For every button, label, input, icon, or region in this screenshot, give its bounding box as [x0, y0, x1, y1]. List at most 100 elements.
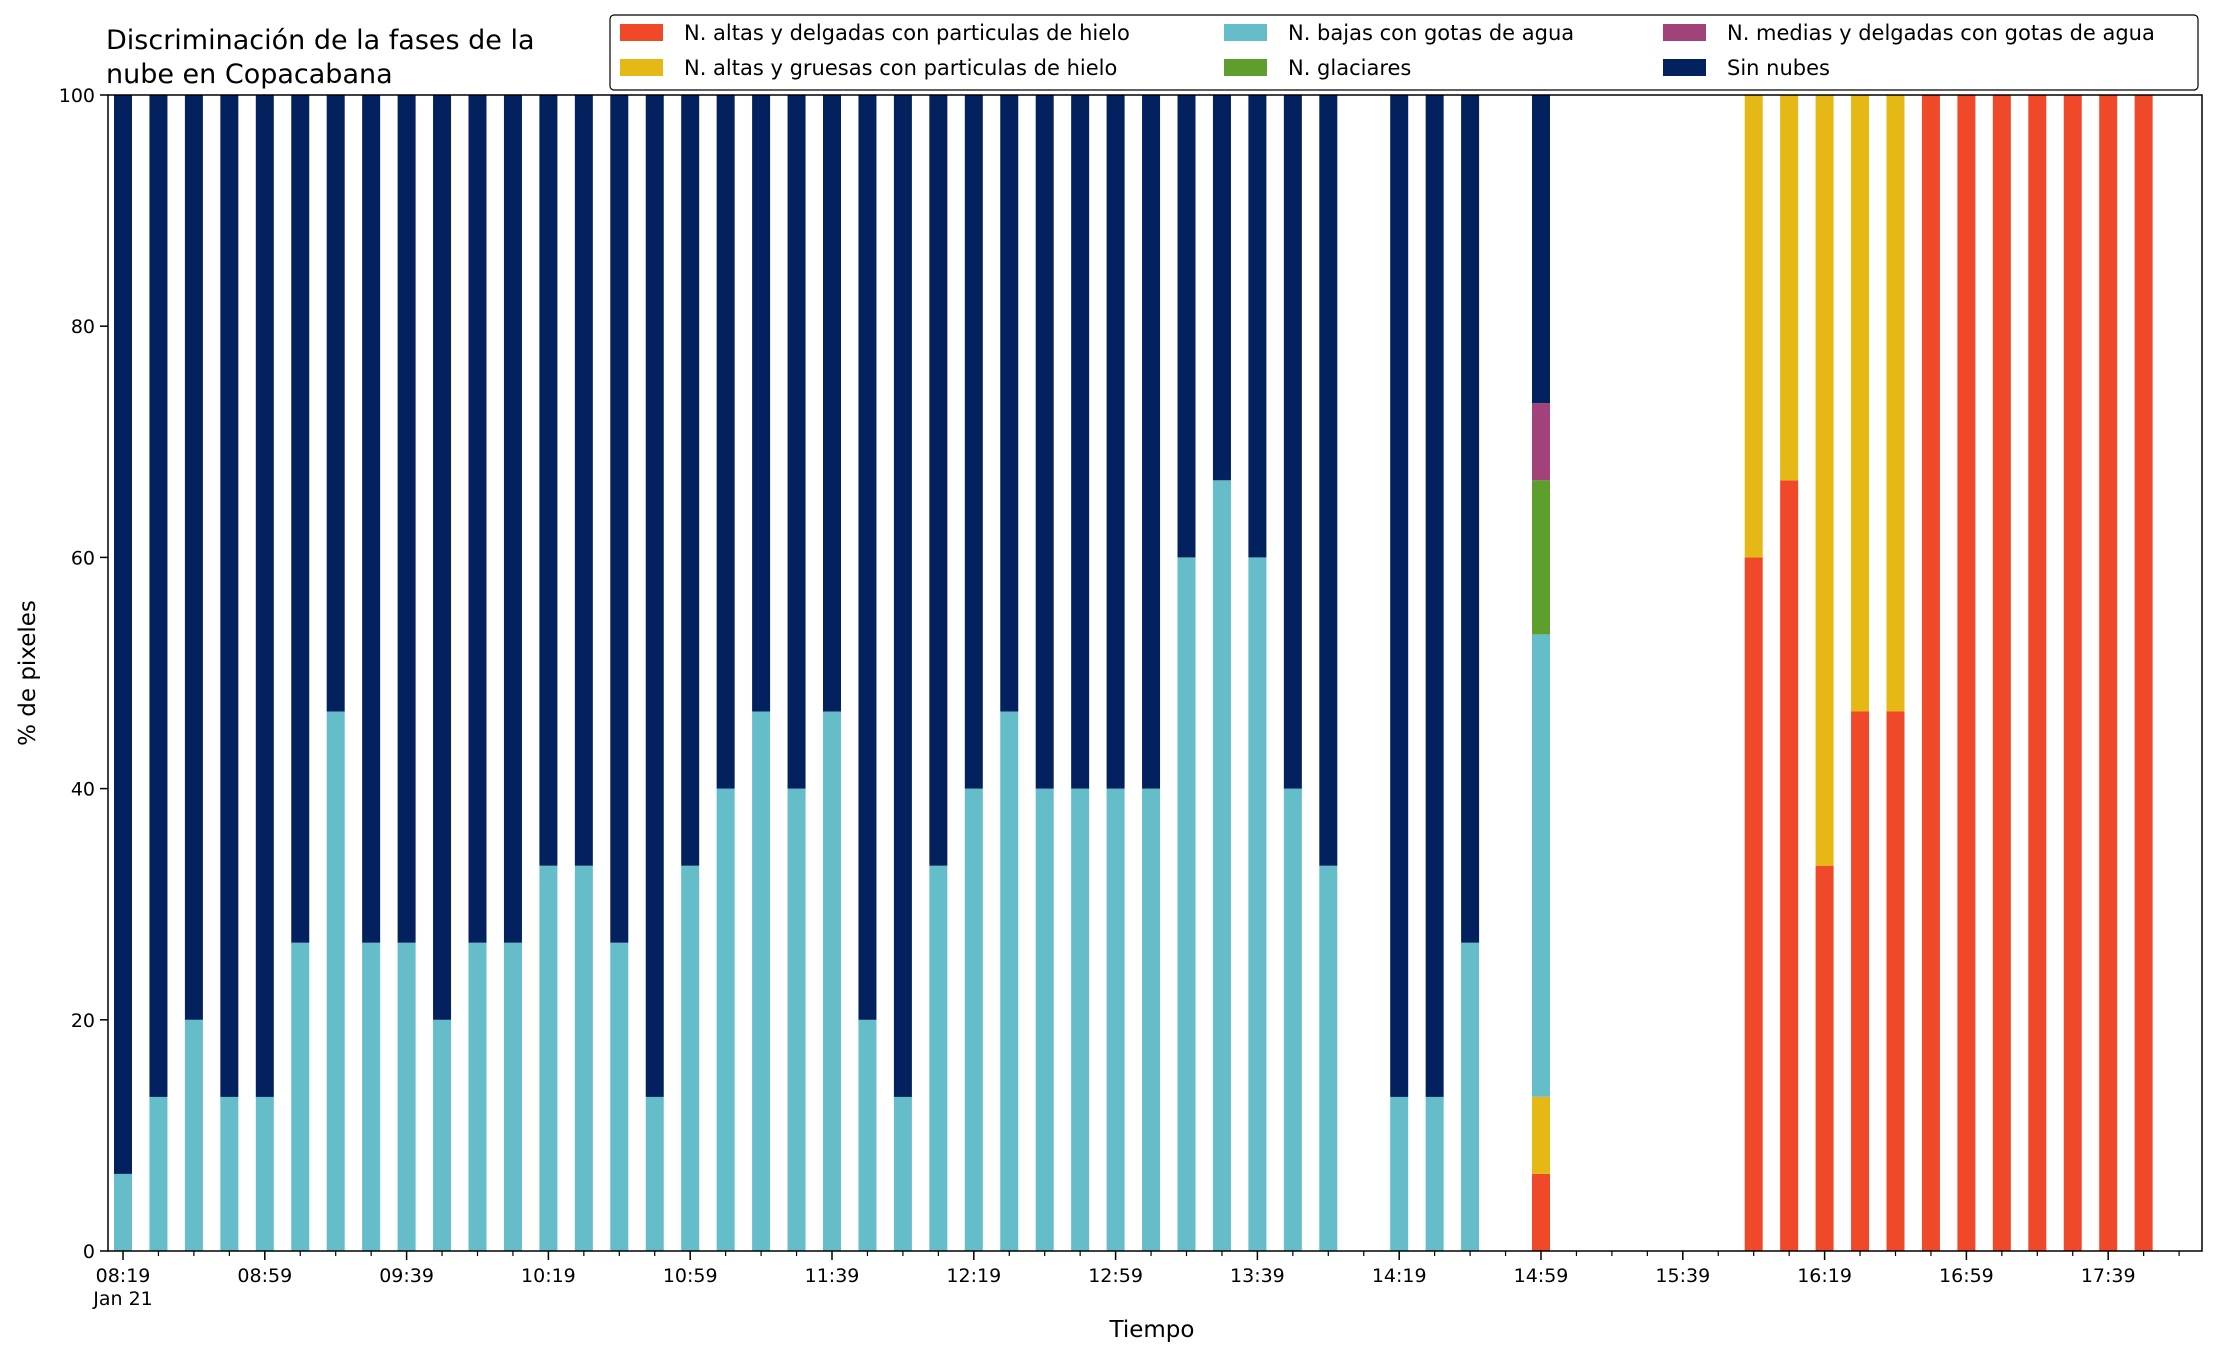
bar-segment-0939-s2	[397, 942, 416, 1251]
bar-segment-1339-s2	[1248, 557, 1267, 1251]
bar-segment-1749-s0	[2134, 95, 2153, 1251]
y-tick-label-60: 60	[71, 547, 95, 569]
bar-segment-1219-s5	[964, 95, 983, 789]
x-axis-label: Tiempo	[1109, 1317, 1195, 1343]
bar-segment-1629-s0	[1851, 711, 1870, 1251]
bar-segment-1159-s5	[893, 95, 912, 1097]
bar-segment-1309-s5	[1142, 95, 1161, 789]
bar-segment-0859-s2	[255, 1096, 274, 1251]
bar-segment-1149-s5	[858, 95, 877, 1020]
x-tick-label-1019: 10:19	[521, 1265, 576, 1287]
legend-label-2: N. bajas con gotas de agua	[1288, 21, 1574, 45]
bar-segment-0849-s5	[220, 95, 239, 1097]
bar-segment-0949-s5	[433, 95, 452, 1020]
bar-segment-0919-s5	[326, 95, 345, 712]
bar-segment-0929-s2	[362, 942, 381, 1251]
bar-segment-1229-s5	[1000, 95, 1019, 712]
x-tick-label-1139: 11:39	[805, 1265, 860, 1287]
bar-segment-1429-s2	[1425, 1096, 1444, 1251]
x-axis: 08:19 08:59 09:39 10:19 10:59 11:39 12:19 12:59…	[92, 1251, 2180, 1310]
bar-segment-1019-s2	[539, 865, 558, 1251]
bar-segment-1349-s2	[1283, 788, 1302, 1251]
x-tick-label-1259: 12:59	[1088, 1265, 1143, 1287]
bar-segment-1119-s5	[752, 95, 771, 712]
chart-title-line-1: Discriminación de la fases de la	[106, 25, 535, 56]
bar-segment-1359-s2	[1319, 865, 1338, 1251]
bar-segment-1139-s5	[823, 95, 841, 712]
bar-segment-1439-s2	[1461, 942, 1480, 1251]
bar-segment-1039-s2	[610, 942, 629, 1251]
y-tick-label-100: 100	[59, 85, 95, 107]
bar-segment-1419-s5	[1390, 95, 1409, 1097]
legend-label-1: N. altas y gruesas con particulas de hie…	[684, 56, 1117, 80]
bar-segment-1029-s2	[574, 865, 593, 1251]
bar-segment-1259-s2	[1106, 788, 1125, 1251]
bar-segment-1259-s5	[1106, 95, 1125, 789]
legend-frame	[609, 14, 2199, 91]
bar-segment-1609-s1	[1780, 95, 1799, 481]
x-tick-label-1539: 15:39	[1655, 1265, 1710, 1287]
legend-swatch-3	[1224, 59, 1267, 76]
bar-segment-1629-s1	[1851, 95, 1870, 712]
x-tick-label-1739: 17:39	[2081, 1265, 2136, 1287]
x-tick-label-1659: 16:59	[1939, 1265, 1994, 1287]
bar-segment-1459-s0	[1532, 1173, 1550, 1251]
x-tick-label-0859: 08:59	[237, 1265, 292, 1287]
bar-segment-0909-s5	[291, 95, 310, 943]
bar-segment-0839-s2	[184, 1019, 203, 1251]
bar-segment-1009-s5	[503, 95, 522, 943]
bar-segment-1429-s5	[1425, 95, 1444, 1097]
legend-label-5: Sin nubes	[1727, 56, 1830, 80]
bar-segment-1019-s5	[539, 95, 558, 866]
y-axis: 0 20 40 60 80 100	[59, 85, 108, 1263]
bar-segment-1709-s0	[1992, 95, 2011, 1251]
chart-title-line-2: nube en Copacabana	[106, 59, 393, 90]
legend-swatch-0	[620, 24, 663, 41]
y-tick-label-20: 20	[71, 1010, 95, 1032]
bar-segment-0849-s2	[220, 1096, 239, 1251]
y-tick-label-40: 40	[71, 779, 95, 801]
bar-segment-1419-s2	[1390, 1096, 1409, 1251]
bar-segment-0819-s2	[114, 1173, 132, 1251]
bar-segment-1209-s5	[929, 95, 948, 866]
x-tick-label-1339: 13:39	[1230, 1265, 1285, 1287]
bar-segment-1639-s1	[1886, 95, 1905, 712]
bar-segment-1249-s2	[1071, 788, 1090, 1251]
bar-segment-1329-s2	[1212, 480, 1231, 1251]
bar-segment-1319-s5	[1177, 95, 1196, 558]
bar-segment-0909-s2	[291, 942, 310, 1251]
bar-segment-1739-s0	[2099, 95, 2118, 1251]
bar-segment-1459-s2	[1532, 634, 1550, 1097]
bar-segment-1129-s2	[787, 788, 806, 1251]
x-tick-label-0819: 08:19	[96, 1265, 151, 1287]
bar-segment-1109-s2	[716, 788, 735, 1251]
bar-segment-1319-s2	[1177, 557, 1196, 1251]
x-tick-label-1419: 14:19	[1372, 1265, 1427, 1287]
x-tick-label-1219: 12:19	[946, 1265, 1001, 1287]
bar-segment-0829-s2	[149, 1096, 168, 1251]
bar-segment-1239-s5	[1035, 95, 1054, 789]
bar-segment-1049-s2	[645, 1096, 664, 1251]
bar-segment-1009-s2	[503, 942, 522, 1251]
bar-segment-1719-s0	[2028, 95, 2047, 1251]
bar-segment-1309-s2	[1142, 788, 1161, 1251]
bar-segment-0859-s5	[255, 95, 274, 1097]
bar-segment-0839-s5	[184, 95, 203, 1020]
bar-segment-1329-s5	[1212, 95, 1231, 481]
bar-segment-1619-s0	[1815, 865, 1834, 1251]
bar-segment-1619-s1	[1815, 95, 1834, 866]
x-tick-sublabel: Jan 21	[92, 1288, 153, 1310]
bar-segment-0829-s5	[149, 95, 168, 1097]
bar-segment-1249-s5	[1071, 95, 1090, 789]
bar-segment-1339-s5	[1248, 95, 1267, 558]
legend-label-3: N. glaciares	[1288, 56, 1411, 80]
bar-segment-1459-s1	[1532, 1096, 1550, 1174]
x-tick-label-1619: 16:19	[1797, 1265, 1852, 1287]
bar-segment-1119-s2	[752, 711, 771, 1251]
x-tick-label-1059: 10:59	[663, 1265, 718, 1287]
bar-segment-1159-s2	[893, 1096, 912, 1251]
legend-swatch-4	[1663, 24, 1706, 41]
bar-segment-1059-s2	[681, 865, 700, 1251]
bar-segment-1649-s0	[1921, 95, 1940, 1251]
